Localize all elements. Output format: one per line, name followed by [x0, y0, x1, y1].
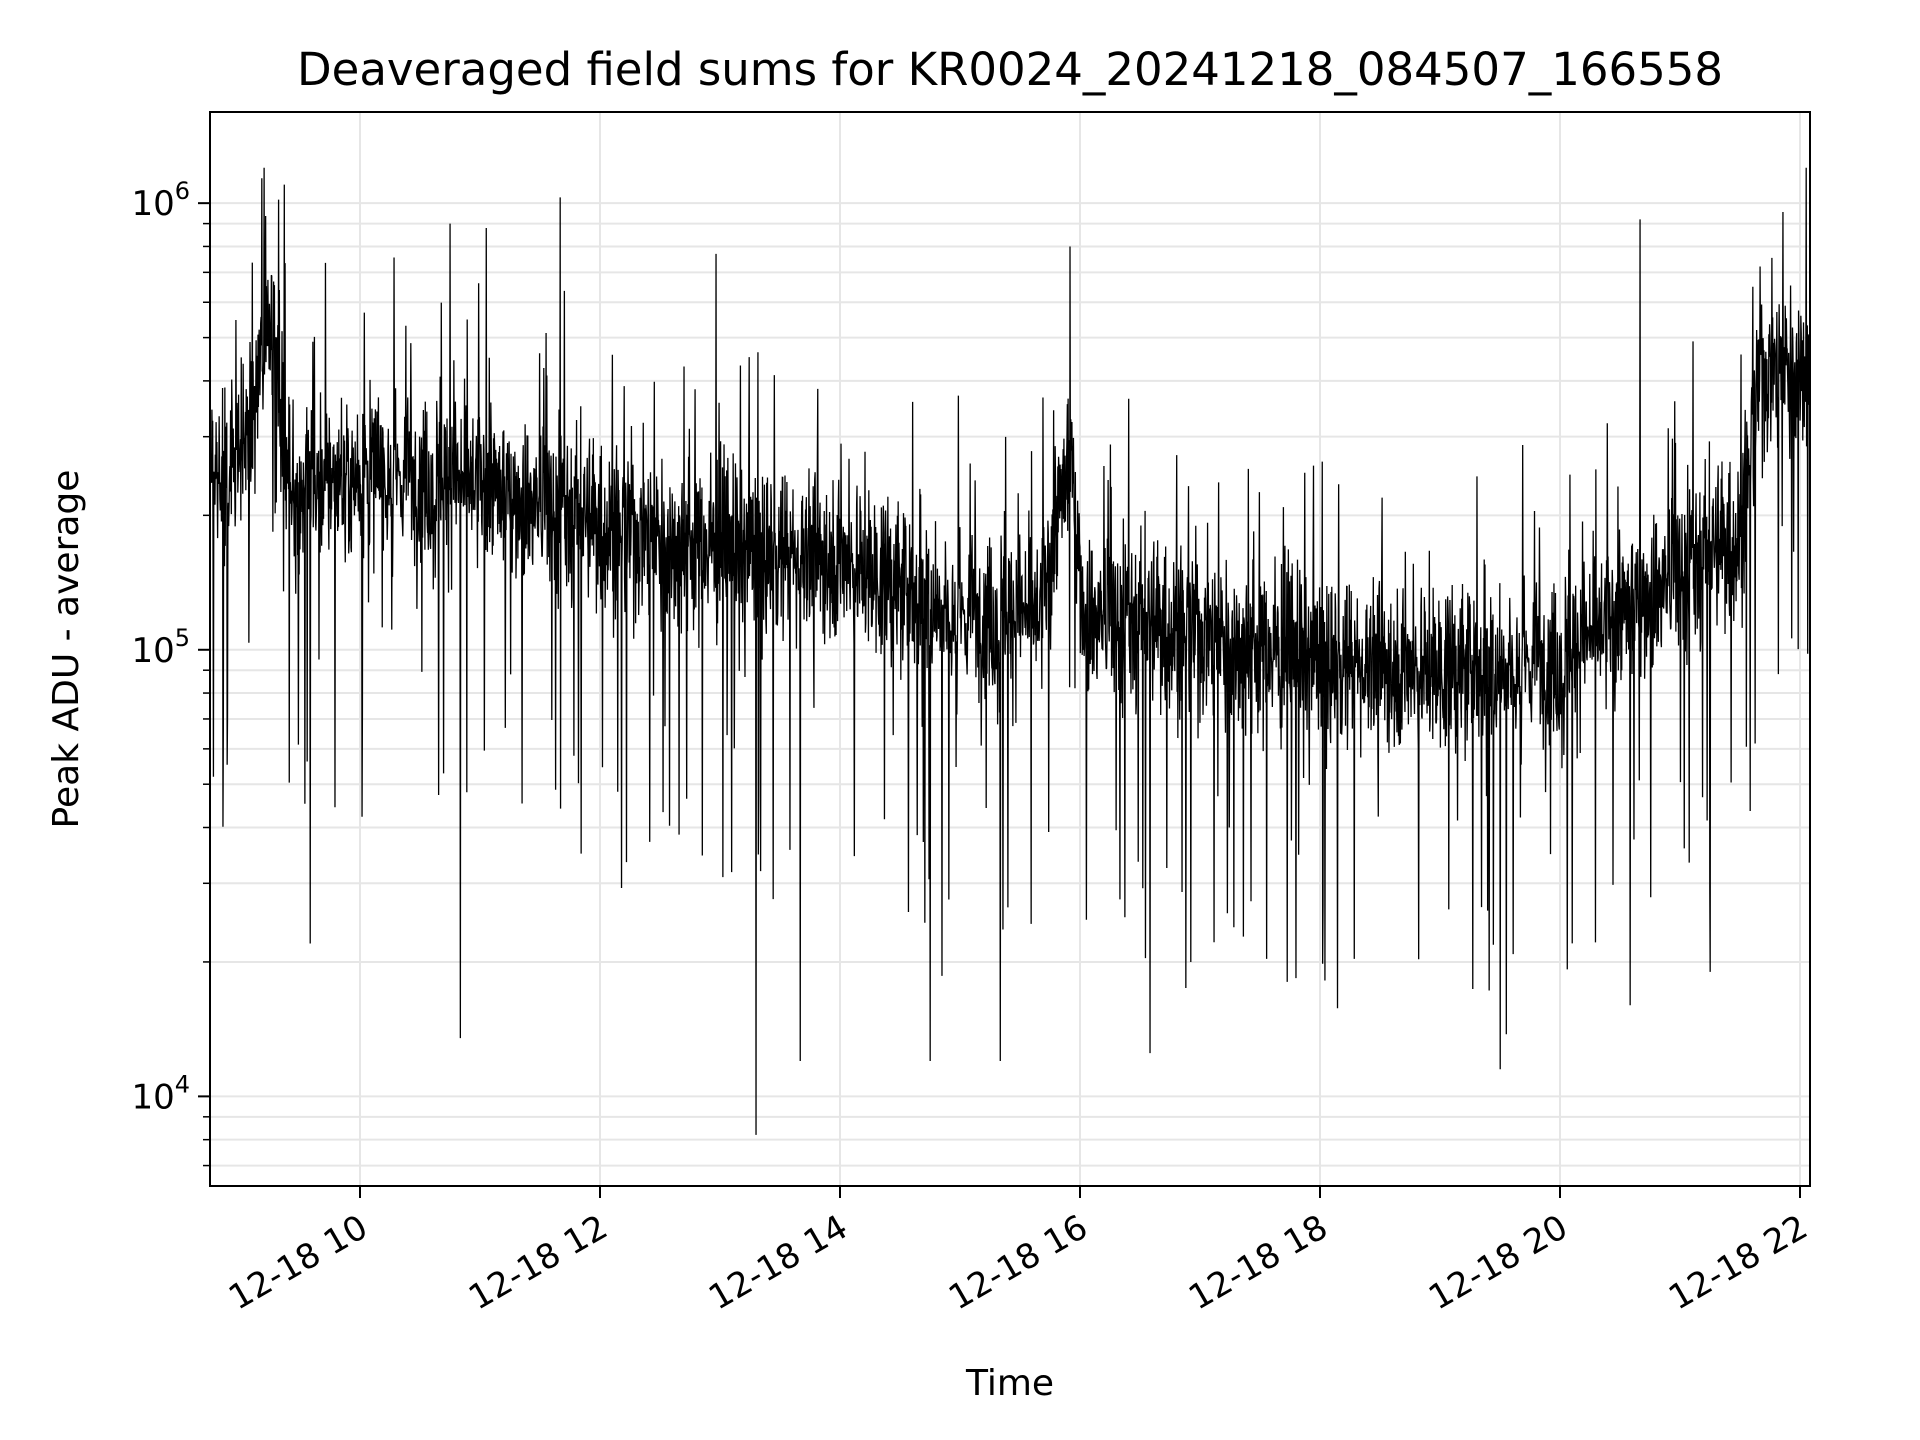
x-tick-label: 12-18 18	[1182, 1207, 1334, 1318]
y-tick-label: 105	[131, 624, 190, 671]
x-tick-label: 12-18 12	[462, 1207, 614, 1318]
x-tick-label: 12-18 10	[222, 1207, 374, 1318]
y-axis: 104 105 106	[131, 177, 210, 1167]
x-tick-label: 12-18 16	[942, 1207, 1094, 1318]
x-axis-label: Time	[965, 1363, 1054, 1404]
chart-title: Deaveraged field sums for KR0024_2024121…	[297, 43, 1723, 96]
x-tick-label: 12-18 20	[1422, 1207, 1574, 1318]
y-axis-label: Peak ADU - average	[46, 470, 87, 829]
x-axis: 12-18 10 12-18 12 12-18 14 12-18 16 12-18 18…	[222, 1186, 1815, 1318]
series-path	[209, 167, 1811, 1135]
x-tick-label: 12-18 22	[1662, 1207, 1814, 1318]
y-tick-label: 106	[131, 177, 190, 224]
x-tick-label: 12-18 14	[702, 1207, 854, 1318]
series-line	[209, 167, 1811, 1135]
y-tick-label: 104	[131, 1070, 190, 1117]
